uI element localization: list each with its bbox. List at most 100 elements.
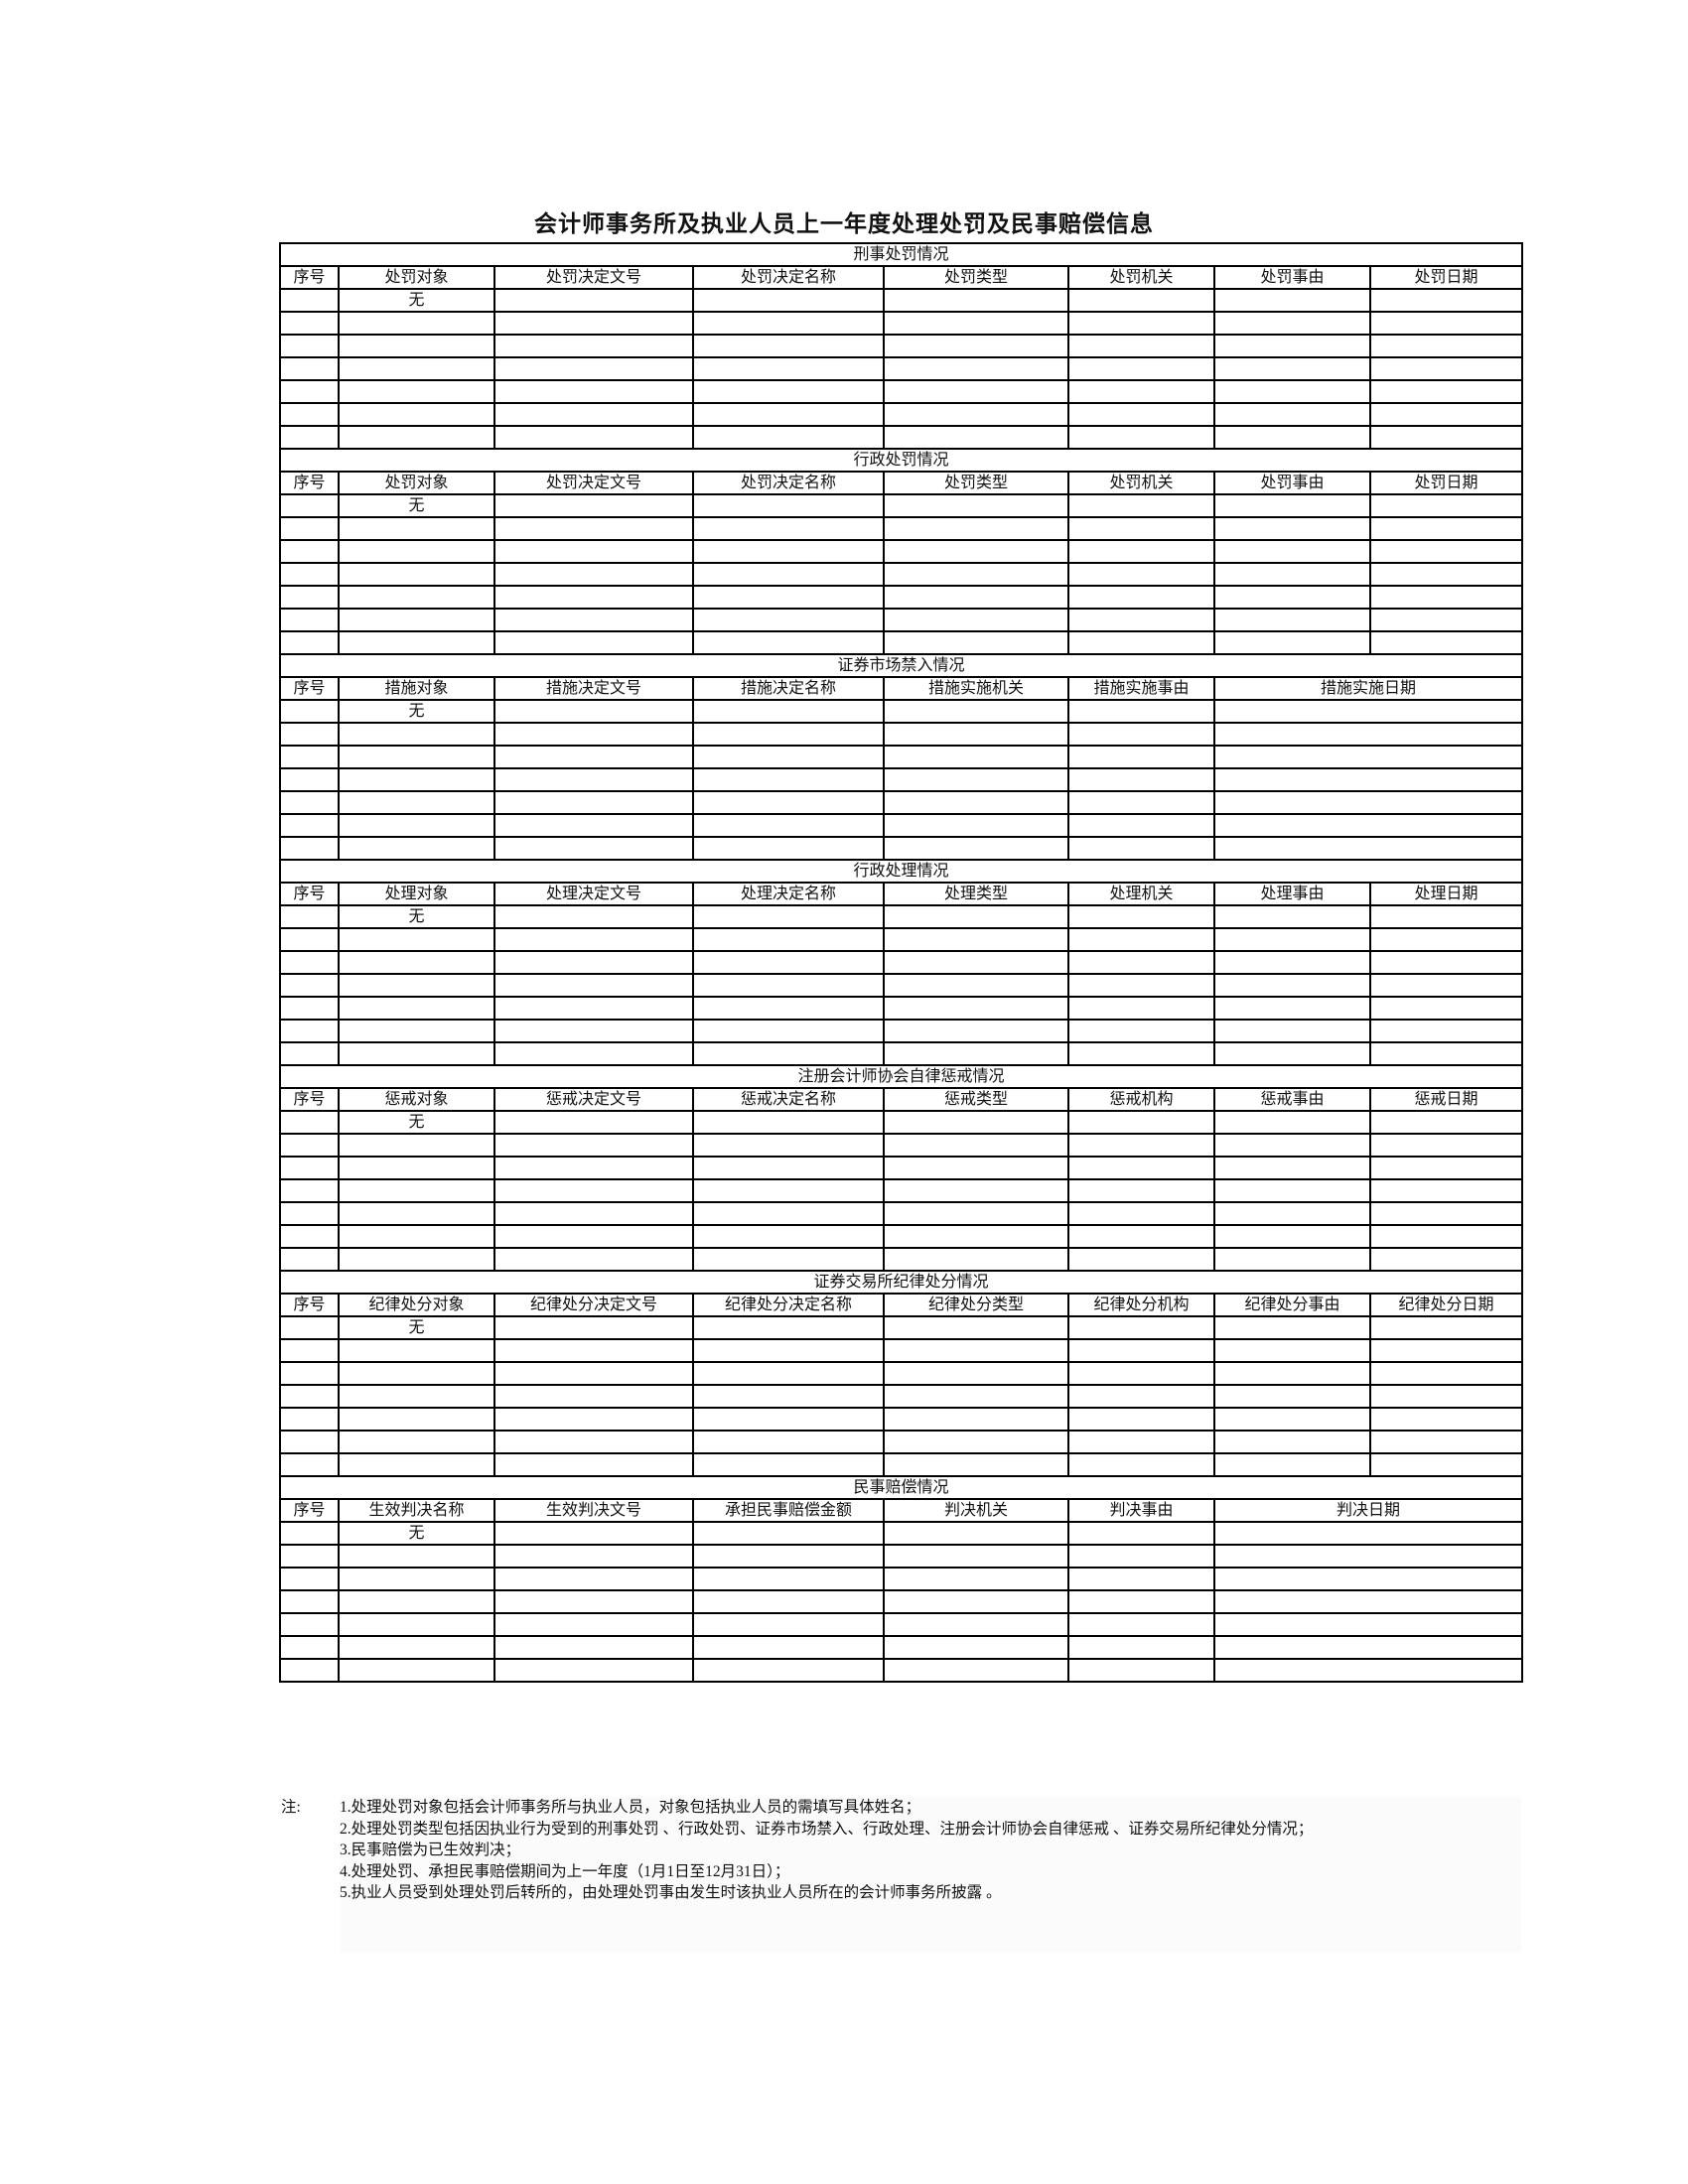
table-cell [1067,1521,1215,1546]
table-cell [1067,973,1215,998]
table-cell [279,927,340,952]
table-cell [493,950,694,975]
table-cell [1067,927,1215,952]
table-cell [692,539,885,564]
table-cell [493,311,694,336]
table-cell [279,425,340,450]
table-row [279,334,1524,358]
disclosure-table: 刑事处罚情况 序号 处罚对象 处罚决定文号 处罚决定名称 处罚类型 处罚机关 处罚事由 处罚日期… [278,242,1524,1683]
table-cell [883,1544,1069,1569]
column-header: 惩戒类型 [883,1087,1069,1112]
table-cell [1213,379,1371,404]
table-cell [1067,1315,1215,1340]
table-cell [1213,311,1371,336]
table-cell [1213,1224,1371,1249]
table-cell [1067,1430,1215,1454]
table-cell [338,927,495,952]
table-cell [338,1178,495,1203]
table-cell [883,585,1069,610]
table-cell [1067,1201,1215,1226]
table-cell [1067,836,1215,861]
table-cell [279,722,340,747]
table-cell [1067,402,1215,427]
header-row: 序号 生效判决名称 生效判决文号 承担民事赔偿金额 判决机关 判决事由 判决日期 [279,1498,1524,1523]
table-cell [279,1452,340,1477]
table-cell [883,722,1069,747]
table-cell: 无 [338,1521,495,1546]
table-cell [493,1247,694,1272]
table-cell [279,1612,340,1637]
table-cell [1212,1567,1524,1591]
column-header: 处理事由 [1213,882,1371,906]
table-cell [1213,1201,1371,1226]
table-cell [1067,1544,1215,1569]
table-cell [883,973,1069,998]
table-cell [692,402,885,427]
table-cell [883,1315,1069,1340]
table-cell [692,1658,885,1683]
table-cell [1067,1407,1215,1432]
table-cell [883,745,1069,769]
table-cell [692,767,885,792]
note-item: 4.处理处罚、承担民事赔偿期间为上一年度（1月1日至12月31日）； [340,1862,790,1880]
table-cell [279,1384,340,1409]
table-cell [692,1567,885,1591]
table-cell [1368,1156,1524,1180]
table-cell [883,288,1069,313]
table-cell [1368,1247,1524,1272]
section-title: 注册会计师协会自律惩戒情况 [278,1064,1524,1089]
table-row [279,516,1524,541]
table-cell [338,767,495,792]
column-header: 处罚决定文号 [493,265,694,290]
table-cell [493,1658,694,1683]
table-cell [493,1178,694,1203]
table-cell [883,1612,1069,1637]
table-cell [493,334,694,358]
table-cell [883,608,1069,632]
table-cell [883,1178,1069,1203]
table-cell [338,402,495,427]
table-cell [692,836,885,861]
table-cell [692,1430,885,1454]
table-row [279,630,1524,655]
table-cell [883,1041,1069,1066]
table-cell [1067,996,1215,1021]
table-cell [1213,1019,1371,1043]
table-cell [279,1338,340,1363]
table-row [279,1247,1524,1272]
table-cell [338,722,495,747]
table-cell [1368,1041,1524,1066]
table-cell [692,1384,885,1409]
table-cell [1368,402,1524,427]
column-header: 措施对象 [338,676,495,701]
table-cell [883,767,1069,792]
table-cell [692,699,885,724]
table-cell [493,1110,694,1135]
table-cell [692,996,885,1021]
table-cell [1368,562,1524,587]
table-cell [279,1589,340,1614]
table-cell [692,1544,885,1569]
table-cell [279,1201,340,1226]
table-cell [493,1544,694,1569]
table-cell [1213,288,1371,313]
note-item: 1.处理处罚对象包括会计师事务所与执业人员，对象包括执业人员的需填写具体姓名； [340,1799,921,1816]
table-cell [1213,1407,1371,1432]
table-row [279,790,1524,815]
section-title: 行政处理情况 [278,859,1524,884]
table-cell [338,1201,495,1226]
table-cell [493,722,694,747]
table-row [279,425,1524,450]
table-cell [1212,1521,1524,1546]
table-cell [279,904,340,929]
table-cell [692,1315,885,1340]
table-cell [1213,1041,1371,1066]
table-cell [1212,1612,1524,1637]
table-cell: 无 [338,1110,495,1135]
table-cell [493,356,694,381]
table-cell [1212,790,1524,815]
table-row [279,379,1524,404]
table-cell [1213,585,1371,610]
column-header: 序号 [279,471,340,495]
table-row [279,950,1524,975]
